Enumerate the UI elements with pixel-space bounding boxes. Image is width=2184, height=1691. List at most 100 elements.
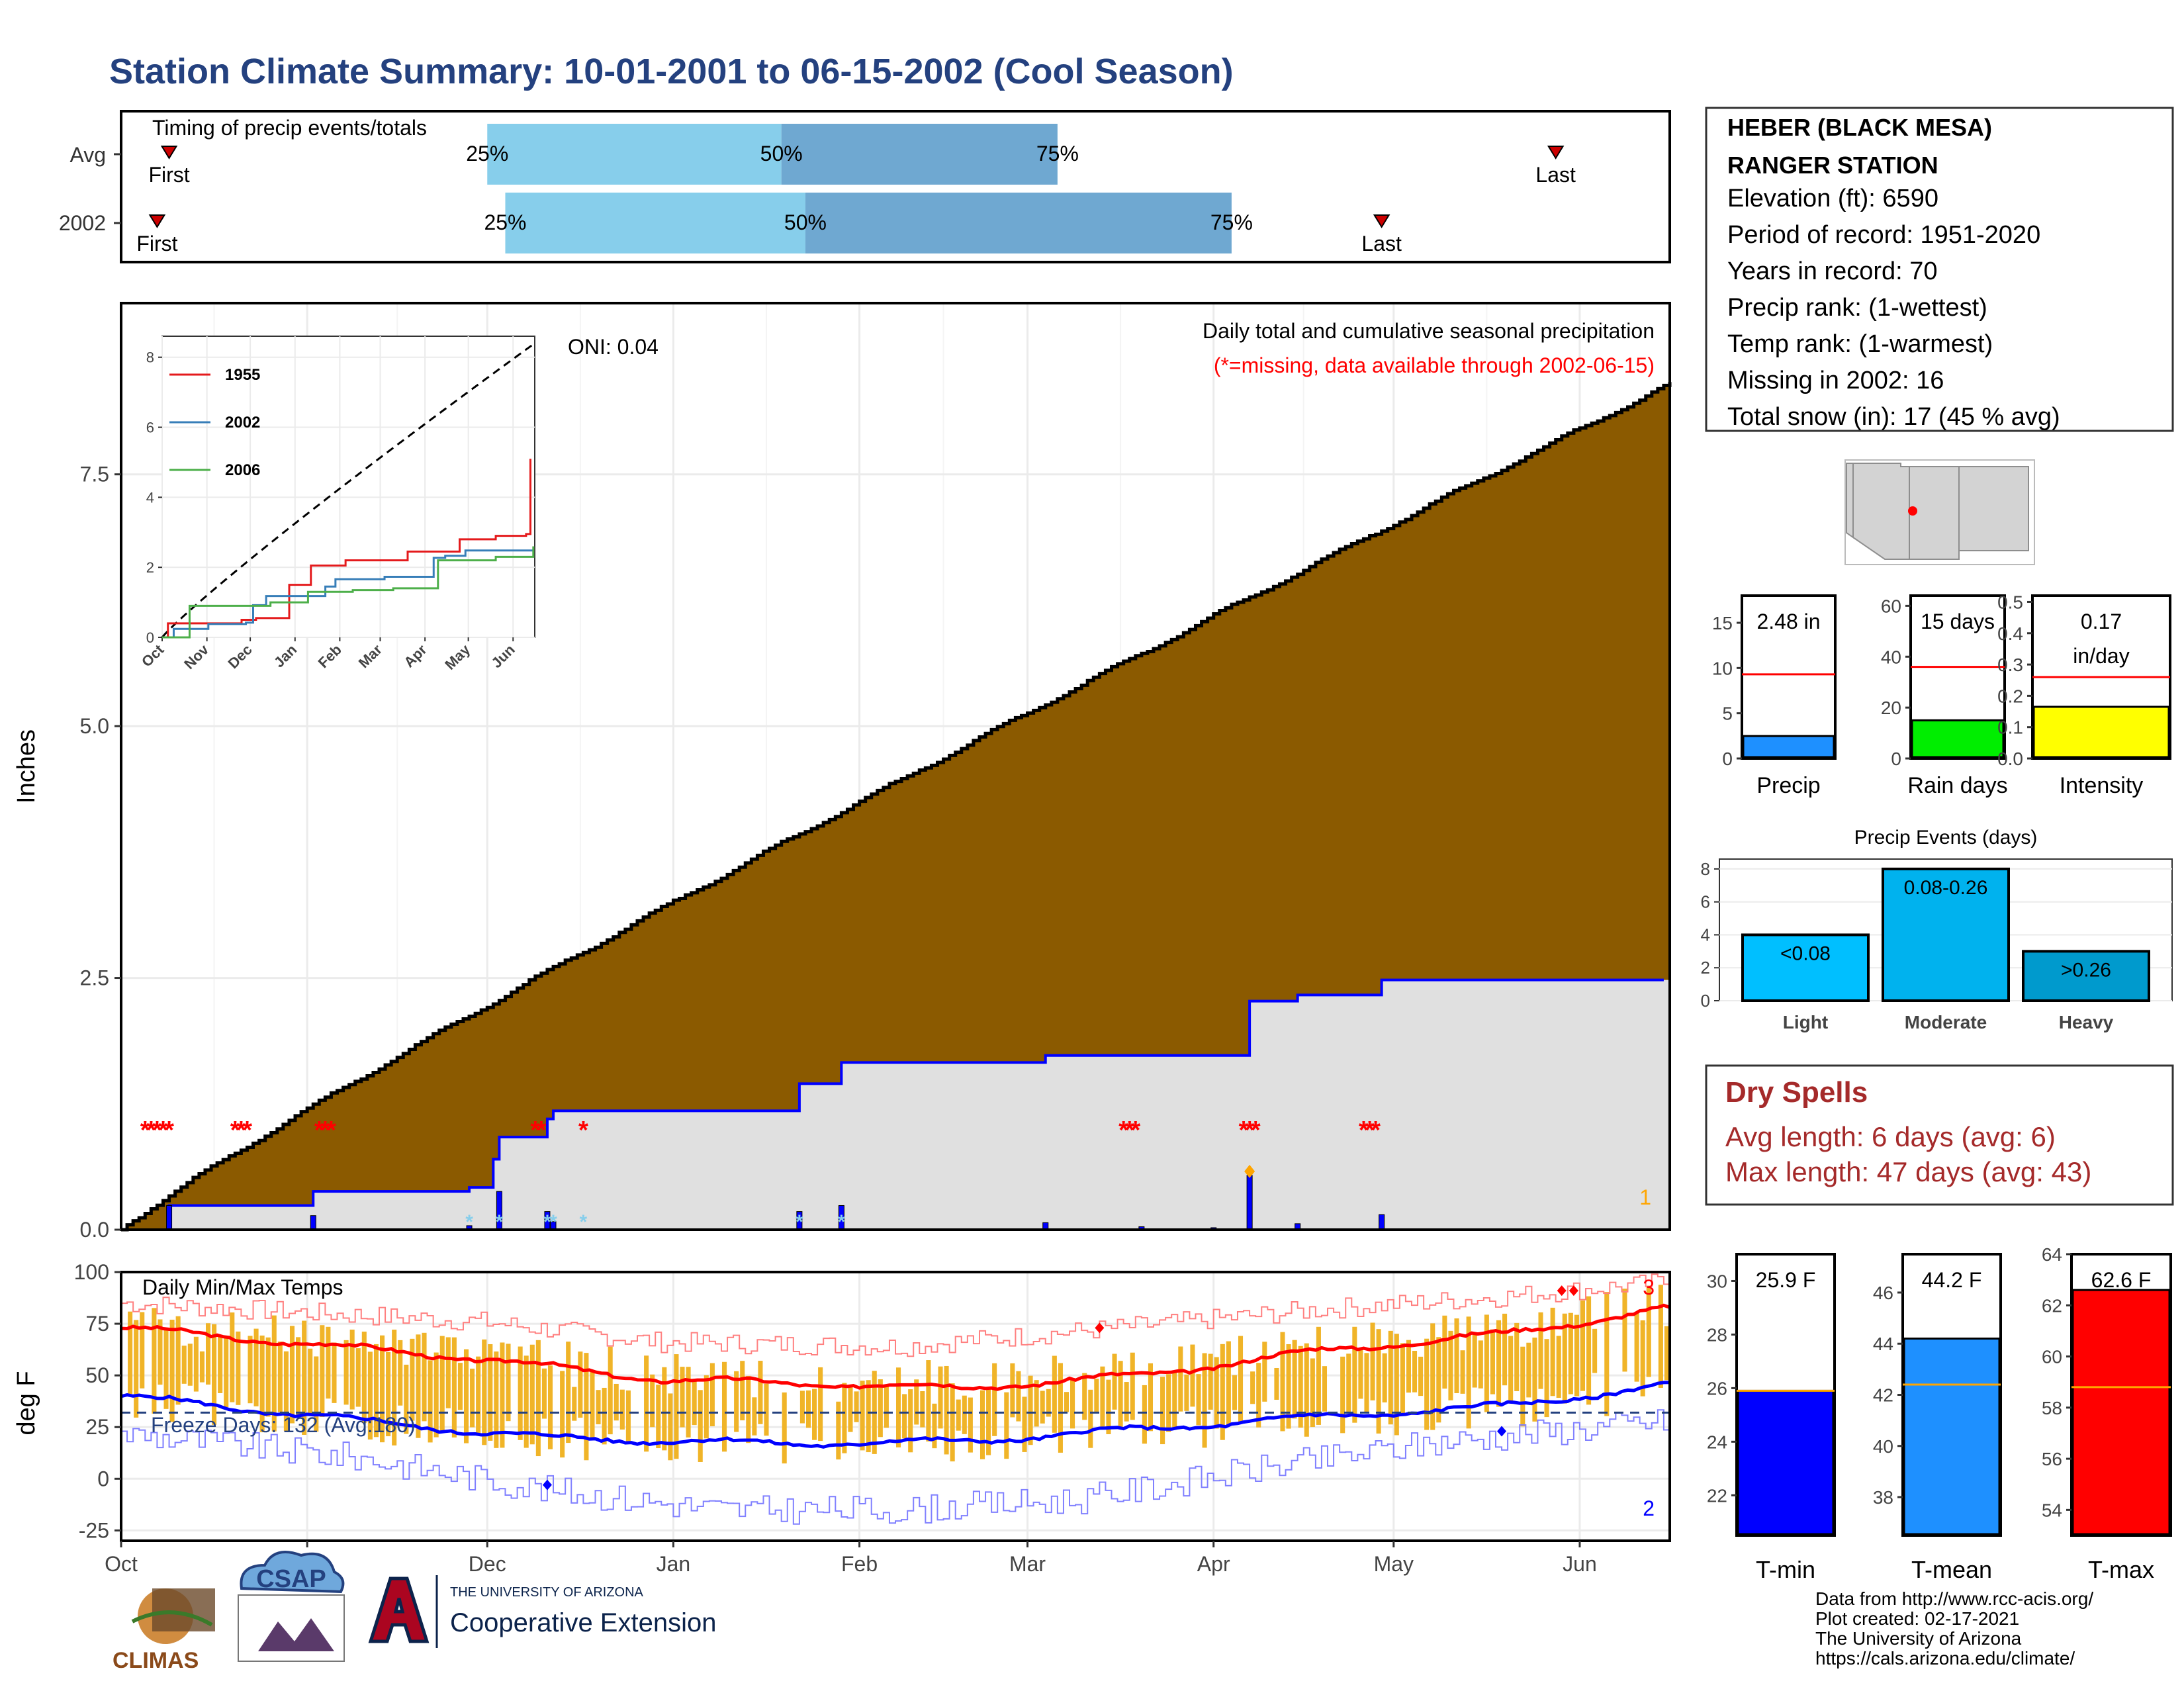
events-bar-Light [1741,933,1870,1002]
daily-temp-bar [1208,1353,1213,1410]
daily-temp-bar [619,1389,625,1430]
daily-temp-bar [259,1335,265,1433]
logo-ua-extension: THE UNIVERSITY OF ARIZONA Cooperative Ex… [361,1572,716,1648]
daily-temp-bar [1490,1329,1495,1394]
daily-temp-bar [1082,1373,1087,1420]
footer-credits: Data from http://www.rcc-acis.org/ Plot … [1815,1588,2093,1668]
daily-temp-bar [986,1389,991,1455]
cumulative-2002-area [121,980,1670,1230]
daily-temp-bar [1184,1374,1189,1411]
daily-temp-bar [1190,1344,1195,1407]
temp-xtick-label: Oct [105,1552,138,1576]
timing-label-50: 50% [760,142,803,165]
temp-panel: Daily Min/Max Temps Freeze Days: 132 (Av… [13,1260,1671,1576]
temp-frame [120,1271,1671,1542]
precip-ytick-label: 5.0 [80,714,109,738]
daily-temp-bar [1214,1357,1219,1429]
record-marker-icon [542,1479,552,1490]
daily-temp-bar [236,1331,241,1405]
mini-ytick-label: 0.5 [1997,592,2023,612]
tbar-T-min [1737,1389,1835,1535]
daily-temp-bar [289,1326,295,1424]
daily-temp-bar [1352,1326,1357,1423]
station-years: Years in record: 70 [1727,257,1938,285]
events-bar-Moderate [1882,867,2010,1002]
daily-temp-bar [1472,1334,1477,1388]
timing-label-25: 25% [466,142,508,165]
daily-temp-bar [134,1320,139,1418]
missing-day-star: * [1124,1117,1134,1144]
precip-ytick-label: 7.5 [80,463,109,486]
daily-temp-bar [248,1336,253,1404]
logo-csap: CSAP [238,1551,345,1662]
daily-temp-bar [860,1381,865,1451]
dry-avg-length: Avg length: 6 days (avg: 6) [1725,1121,2056,1152]
daily-temp-bar [518,1346,523,1440]
footer-created: Plot created: 02-17-2021 [1815,1608,2019,1629]
daily-temp-bar [908,1389,913,1453]
mini-ytick-label: 15 [1712,613,1733,633]
daily-temp-bar [541,1368,547,1419]
daily-temp-bar [1172,1370,1177,1428]
daily-temp-bar [488,1344,493,1441]
first-marker-icon [148,214,166,228]
missing-day-star: * [146,1117,156,1144]
daily-temp-bar [1250,1371,1255,1404]
ua-small-text: THE UNIVERSITY OF ARIZONA [450,1585,644,1600]
station-missing: Missing in 2002: 16 [1727,367,1944,394]
daily-temp-bar [230,1312,235,1402]
daily-temp-bar [680,1367,685,1428]
daily-temp-bar [1454,1318,1459,1394]
daily-temp-bar [920,1391,925,1428]
daily-precip-bar [310,1215,316,1230]
daily-temp-bar [547,1365,553,1449]
mini-ytick-label: 0.0 [1997,749,2023,769]
daily-temp-bar [1238,1336,1244,1422]
daily-temp-bar [758,1361,763,1424]
daily-temp-bar [644,1355,649,1452]
daily-temp-bar [253,1328,259,1406]
temp-corner-bottom: 2 [1643,1496,1655,1520]
events-value-label: <0.08 [1780,942,1831,964]
daily-temp-bar [1580,1300,1586,1391]
missing-day-star: * [230,1117,240,1144]
temp-corner-top: 3 [1643,1275,1655,1299]
daily-temp-bar [734,1371,739,1432]
climas-mesa-icon [152,1588,215,1631]
mini-ytick-label: 0.2 [1997,686,2023,706]
daily-temp-bar [932,1403,937,1449]
daily-temp-bar [950,1383,955,1462]
daily-temp-bar [1562,1313,1567,1404]
temp-bar-charts: 22 24 26 28 30 25.9 F T-min 38 40 42 44 46 44.2 F T-m… [1707,1244,2172,1583]
tbar-ytick-label: 56 [2042,1449,2062,1469]
tbar-ytick-label: 28 [1707,1324,1727,1345]
missing-day-star: * [530,1117,540,1144]
daily-temp-bar [1418,1356,1424,1396]
daily-temp-bar [367,1351,373,1440]
map-state-california [1846,463,1854,539]
timing-title: Timing of precip events/totals [152,116,427,140]
daily-temp-bar [1634,1312,1639,1382]
daily-temp-bar [656,1385,661,1449]
daily-temp-bar [1544,1339,1549,1418]
snow-day-icon: * [838,1211,846,1233]
daily-temp-bar [1478,1340,1483,1389]
mini-value-label: 15 days [1921,610,1995,633]
daily-temp-bar [590,1372,595,1439]
daily-temp-bar [355,1348,361,1407]
tbar-value-label: 25.9 F [1756,1268,1816,1292]
timing-bar-50-75 [805,193,1232,253]
events-xlabel: Heavy [2059,1012,2114,1032]
daily-temp-bar [572,1387,577,1421]
daily-temp-bar [979,1390,985,1459]
mini-ytick-label: 40 [1881,647,1901,667]
station-precip-rank: Precip rank: (1-wettest) [1727,294,1987,322]
tbar-ytick-label: 26 [1707,1378,1727,1398]
daily-temp-bar [1556,1336,1561,1398]
daily-temp-bar [625,1390,631,1443]
station-period: Period of record: 1951-2020 [1727,221,2040,249]
daily-temp-bar [578,1351,583,1418]
daily-temp-bar [1442,1315,1447,1389]
precip-events-chart: Precip Events (days) 0 2 4 6 8 <0.08 Light 0.08… [1701,827,2173,1032]
daily-temp-bar [470,1368,475,1428]
